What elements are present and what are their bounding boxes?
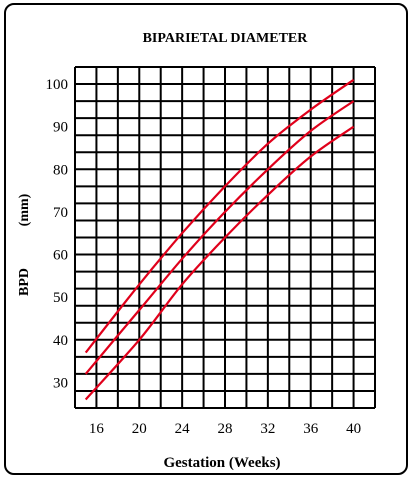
y-tick-label: 90 [53, 120, 68, 136]
x-tick-label: 16 [89, 421, 105, 437]
x-tick-label: 20 [132, 421, 147, 437]
tick-labels: 16 20 24 28 32 36 40 30 40 50 60 70 80 90 100 [46, 77, 362, 437]
x-tick-label: 36 [303, 421, 319, 437]
y-tick-label: 60 [53, 248, 68, 264]
series-lines [84, 78, 355, 401]
y-tick-label: 30 [53, 375, 68, 391]
y-tick-label: 70 [53, 205, 68, 221]
grid [74, 66, 376, 409]
y-tick-label: 80 [53, 162, 68, 178]
series-line-3 [84, 125, 355, 401]
x-tick-label: 32 [260, 421, 275, 437]
y-axis-label: BPD [17, 268, 32, 296]
y-axis-unit: (mm) [17, 193, 32, 226]
x-tick-label: 40 [346, 421, 361, 437]
chart-title: BIPARIETAL DIAMETER [143, 31, 309, 46]
x-tick-label: 24 [175, 421, 191, 437]
series-line-1 [84, 78, 355, 354]
series-line-2 [84, 100, 355, 375]
y-tick-label: 40 [53, 333, 68, 349]
x-axis-label: Gestation (Weeks) [163, 455, 280, 471]
x-tick-label: 28 [218, 421, 233, 437]
y-tick-label: 100 [46, 77, 69, 93]
chart-frame [4, 3, 408, 475]
y-tick-label: 50 [53, 290, 68, 306]
